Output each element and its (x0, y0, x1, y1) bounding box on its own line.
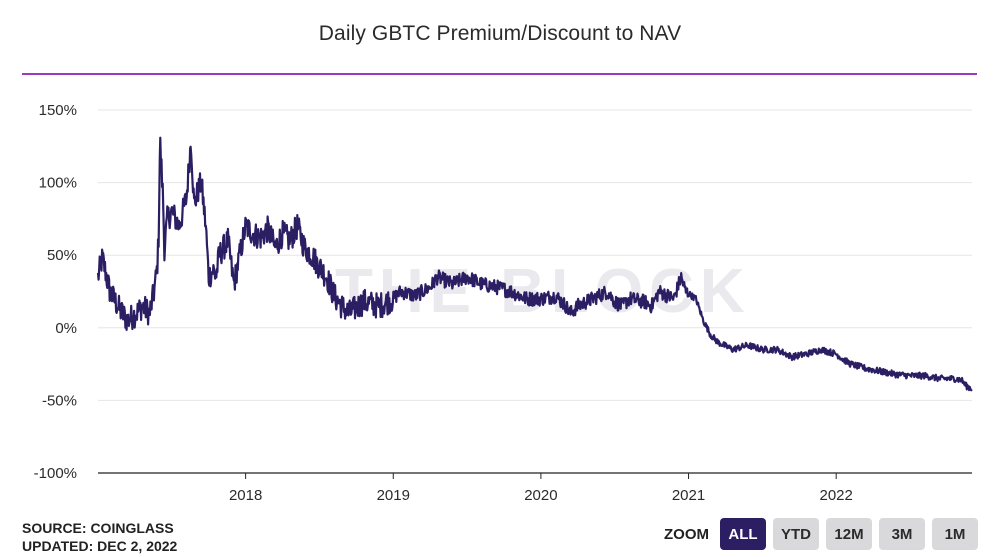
y-tick-label: -100% (34, 465, 77, 482)
x-tick-label: 2022 (819, 487, 852, 504)
zoom-1m-button[interactable]: 1M (932, 518, 978, 550)
y-axis-ticks: 150% 100% 50% 0% -50% -100% (34, 102, 77, 482)
y-tick-label: 150% (39, 102, 77, 119)
source-text: SOURCE: COINGLASS (22, 520, 174, 536)
x-tick-label: 2018 (229, 487, 262, 504)
updated-text: UPDATED: DEC 2, 2022 (22, 538, 178, 554)
y-tick-label: -50% (42, 392, 77, 409)
gridlines (98, 109, 972, 401)
x-tick-label: 2020 (524, 487, 557, 504)
zoom-all-button[interactable]: ALL (720, 518, 766, 550)
x-axis-ticks: 2018 2019 2020 2021 2022 (229, 473, 853, 504)
zoom-label: ZOOM (664, 525, 709, 543)
x-tick-label: 2021 (672, 487, 705, 504)
title-divider (22, 73, 977, 75)
zoom-12m-button[interactable]: 12M (826, 518, 872, 550)
premium-discount-line (96, 136, 973, 392)
y-tick-label: 100% (39, 175, 77, 192)
x-tick-label: 2019 (377, 487, 410, 504)
zoom-controls: ZOOM ALL YTD 12M 3M 1M (664, 518, 978, 550)
zoom-ytd-button[interactable]: YTD (773, 518, 819, 550)
chart-footer: SOURCE: COINGLASS UPDATED: DEC 2, 2022 (22, 519, 177, 555)
zoom-3m-button[interactable]: 3M (879, 518, 925, 550)
y-tick-label: 0% (55, 320, 77, 337)
y-tick-label: 50% (47, 247, 77, 264)
chart-title: Daily GBTC Premium/Discount to NAV (318, 22, 682, 45)
